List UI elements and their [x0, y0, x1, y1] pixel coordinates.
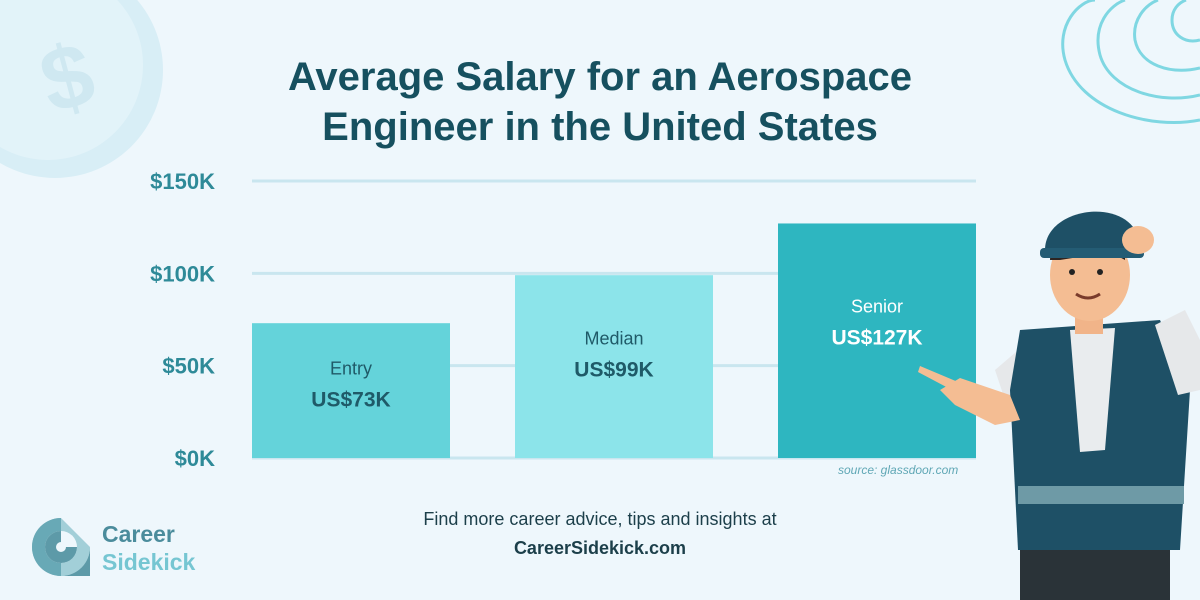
career-sidekick-logo-text: Career Sidekick [102, 520, 195, 576]
engineer-illustration [918, 211, 1200, 600]
bar-category-label: Senior [851, 297, 903, 317]
bar-entry [252, 323, 450, 458]
y-tick-label: $50K [162, 354, 215, 379]
salary-bar-chart: $0K $50K $100K $150K Entry US$73K Median US$99… [150, 169, 976, 471]
bars: Entry US$73K Median US$99K Senior US$127K [252, 223, 976, 458]
dollar-coin-decoration: $ [0, 0, 163, 178]
bar-category-label: Median [584, 329, 643, 349]
footer-website: CareerSidekick.com [513, 538, 687, 558]
logo-line-1: Career [102, 521, 175, 547]
bar-senior [778, 223, 976, 458]
footer-line-1: Find more career advice, tips and insigh… [423, 509, 777, 529]
y-axis-ticks: $0K $50K $100K $150K [150, 169, 215, 471]
bar-value-label: US$127K [831, 327, 922, 350]
source-note: source: glassdoor.com [838, 463, 959, 477]
logo-line-2: Sidekick [102, 549, 196, 575]
y-tick-label: $150K [150, 169, 215, 194]
y-tick-label: $100K [150, 261, 215, 286]
chart-title-line-1: Average Salary for an Aerospace [287, 55, 912, 99]
bar-value-label: US$73K [311, 388, 390, 411]
chart-title-line-2: Engineer in the United States [322, 105, 878, 149]
bar-value-label: US$99K [574, 359, 653, 382]
bar-category-label: Entry [330, 358, 372, 378]
y-tick-label: $0K [175, 446, 215, 471]
swirl-decoration [1061, 0, 1200, 124]
chart-title: Average Salary for an Aerospace Engineer… [0, 52, 1200, 152]
career-sidekick-logo-icon [32, 518, 90, 576]
bar-median [515, 275, 713, 458]
